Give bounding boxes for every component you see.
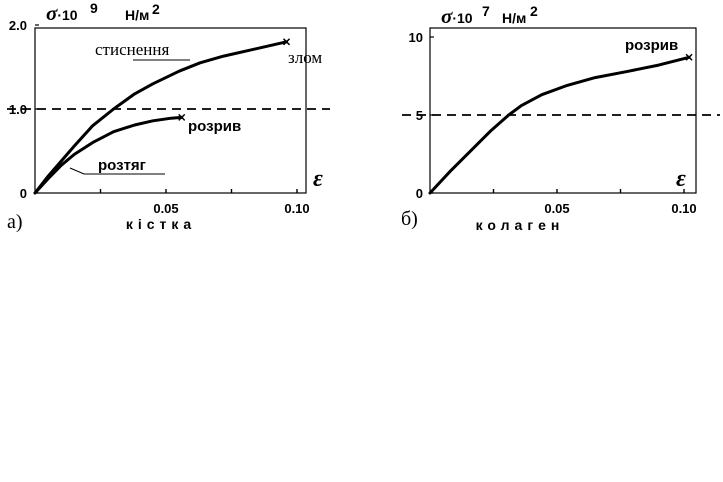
series-end-marker-1 <box>178 113 186 121</box>
chart-panel-a: 0 1.0 2.0 0.05 0.10 стиснення злом розрив розтяг… <box>7 0 330 233</box>
series-line-1 <box>33 115 184 195</box>
y-tick-label: 1.0 <box>9 102 27 117</box>
y-tick-label: 0 <box>416 186 423 201</box>
chart-caption: кістка <box>126 216 196 232</box>
series-end-marker-0 <box>282 38 291 46</box>
y-axis-unit: Н/м <box>125 7 149 23</box>
series-name-label: стиснення <box>95 40 169 59</box>
y-tick-label: 10 <box>409 30 423 45</box>
y-axis-unit-power: 2 <box>530 3 538 19</box>
y-axis-unit-power: 2 <box>152 1 160 17</box>
x-tick-label: 0.10 <box>284 201 309 216</box>
y-tick-label: 2.0 <box>9 18 27 33</box>
series-line-0 <box>33 40 288 195</box>
series-end-marker-0 <box>685 53 693 61</box>
y-axis-symbol: σ·10 <box>46 1 78 25</box>
series-label-leader <box>69 167 165 175</box>
y-axis-factor: ·10 <box>452 10 472 26</box>
x-tick-label: 0.05 <box>544 201 569 216</box>
y-axis-exponent: 7 <box>482 3 490 19</box>
series-end-label: розрив <box>188 118 241 135</box>
panel-label: б) <box>401 208 418 230</box>
series-name-label: розтяг <box>98 157 146 174</box>
y-tick-label: 0 <box>20 186 27 201</box>
plot-frame <box>429 27 697 194</box>
y-axis-unit: Н/м <box>502 10 526 26</box>
y-tick-label: 5 <box>416 108 423 123</box>
series-end-label: злом <box>288 48 322 67</box>
y-axis-symbol: σ·10 <box>441 4 473 28</box>
y-axis-factor: ·10 <box>57 7 77 23</box>
x-axis-label: ε <box>676 166 686 192</box>
plot-frame <box>34 27 307 194</box>
chart-panel-b: 0 5 10 0.05 0.10 розрив σ·10 7 Н/м 2 ε б) колаген <box>401 3 720 233</box>
x-tick-label: 0.10 <box>671 201 696 216</box>
x-tick-label: 0.05 <box>153 201 178 216</box>
series-line-0 <box>428 55 691 195</box>
series-end-label: розрив <box>625 37 678 54</box>
y-axis-exponent: 9 <box>90 0 98 16</box>
x-axis-label: ε <box>313 166 323 192</box>
chart-caption: колаген <box>476 217 565 233</box>
panel-label: а) <box>7 211 23 233</box>
